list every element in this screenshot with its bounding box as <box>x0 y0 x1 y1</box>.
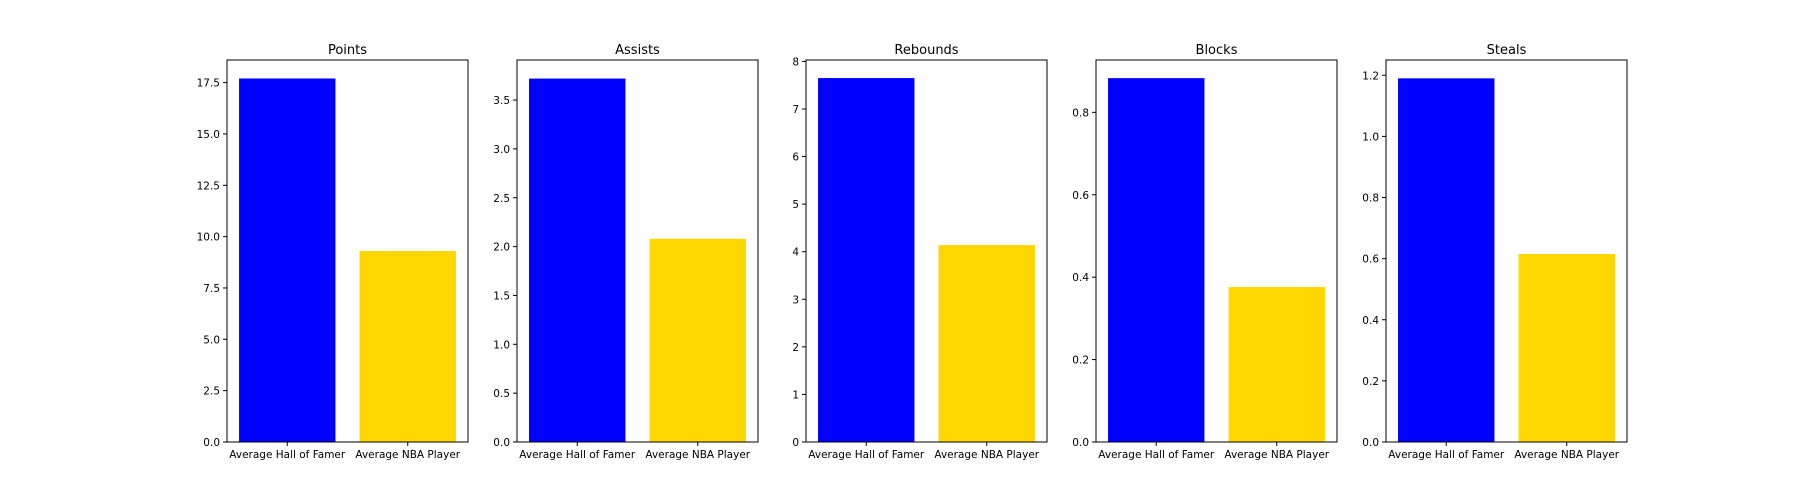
y-tick-label: 2.5 <box>493 193 510 205</box>
axes-frame <box>1095 59 1338 443</box>
axes-frame <box>516 59 759 443</box>
y-tick-label: 3.5 <box>493 95 510 107</box>
x-tick-label: Average Hall of Famer <box>1388 449 1505 461</box>
bar-nba-player <box>1228 287 1325 442</box>
subplot-title: Blocks <box>1196 43 1238 58</box>
subplot-title: Steals <box>1487 43 1527 58</box>
x-tick-label: Average Hall of Famer <box>1098 449 1215 461</box>
y-tick-label: 12.5 <box>197 180 220 192</box>
y-tick-label: 6 <box>792 152 799 164</box>
y-tick-label: 2 <box>792 342 799 354</box>
y-tick-label: 8 <box>792 56 799 68</box>
y-tick-label: 0.4 <box>1362 315 1379 327</box>
y-tick-label: 7.5 <box>203 283 220 295</box>
bar-nba-player <box>649 238 746 442</box>
bar-nba-player <box>1518 254 1615 442</box>
subplot-title: Rebounds <box>894 43 958 58</box>
y-tick-label: 0.6 <box>1072 190 1089 202</box>
x-tick-label: Average NBA Player <box>1224 449 1329 461</box>
y-tick-label: 0.0 <box>1072 437 1089 449</box>
y-tick-label: 1.2 <box>1362 70 1379 82</box>
subplot-blocks: Blocks 0.0 0.2 0.4 0.6 0.8 Average Hall of Fam… <box>1072 43 1338 461</box>
x-tick-label: Average NBA Player <box>934 449 1039 461</box>
y-tick-label: 0.6 <box>1362 254 1379 266</box>
bar-hall-of-famer <box>239 78 336 442</box>
bar-hall-of-famer <box>529 78 626 443</box>
y-tick-label: 15.0 <box>197 129 220 141</box>
bar-hall-of-famer <box>818 78 915 442</box>
y-tick-label: 0.0 <box>203 437 220 449</box>
y-tick-label: 0.8 <box>1072 107 1089 119</box>
y-tick-label: 3 <box>792 294 799 306</box>
y-tick-label: 0.0 <box>493 437 510 449</box>
y-tick-label: 10.0 <box>197 232 220 244</box>
axes-frame <box>226 59 469 443</box>
y-tick-label: 17.5 <box>197 78 220 90</box>
x-tick-label: Average Hall of Famer <box>808 449 925 461</box>
y-tick-label: 0.0 <box>1362 437 1379 449</box>
x-tick-label: Average Hall of Famer <box>519 449 636 461</box>
y-tick-label: 1.0 <box>493 339 510 351</box>
subplot-steals: Steals 0.0 0.2 0.4 0.6 0.8 1.0 1.2 Average Hall … <box>1362 43 1628 461</box>
bar-hall-of-famer <box>1108 78 1205 443</box>
subplot-rebounds: Rebounds 0 1 2 3 4 5 6 7 8 Average Hall of Famer Av… <box>792 43 1048 461</box>
x-tick-label: Average NBA Player <box>355 449 460 461</box>
y-tick-label: 4 <box>792 247 799 259</box>
y-tick-label: 0.4 <box>1072 272 1089 284</box>
bar-hall-of-famer <box>1398 78 1495 442</box>
y-tick-label: 5 <box>792 199 799 211</box>
subplot-title: Points <box>328 43 367 58</box>
y-tick-label: 0.2 <box>1072 355 1089 367</box>
bar-nba-player <box>359 251 456 442</box>
y-tick-label: 2.0 <box>493 242 510 254</box>
y-tick-label: 3.0 <box>493 144 510 156</box>
y-tick-label: 1.0 <box>1362 131 1379 143</box>
y-tick-label: 5.0 <box>203 334 220 346</box>
y-tick-label: 0.8 <box>1362 193 1379 205</box>
x-tick-label: Average NBA Player <box>645 449 750 461</box>
y-tick-label: 0.2 <box>1362 376 1379 388</box>
y-tick-label: 1 <box>792 389 799 401</box>
subplot-assists: Assists 0.0 0.5 1.0 1.5 2.0 2.5 3.0 3.5 Average H… <box>493 43 759 461</box>
x-tick-label: Average Hall of Famer <box>229 449 346 461</box>
y-tick-label: 1.5 <box>493 290 510 302</box>
y-tick-label: 7 <box>792 104 799 116</box>
bar-nba-player <box>938 245 1035 442</box>
x-tick-label: Average NBA Player <box>1514 449 1619 461</box>
axes-frame <box>1385 59 1628 443</box>
axes-frame <box>805 59 1048 443</box>
subplot-title: Assists <box>615 43 660 58</box>
y-tick-label: 0 <box>792 437 799 449</box>
y-tick-label: 0.5 <box>493 388 510 400</box>
subplot-points: Points 0.0 2.5 5.0 7.5 10.0 12.5 15.0 17.5 Averag… <box>197 43 469 461</box>
y-tick-label: 2.5 <box>203 386 220 398</box>
